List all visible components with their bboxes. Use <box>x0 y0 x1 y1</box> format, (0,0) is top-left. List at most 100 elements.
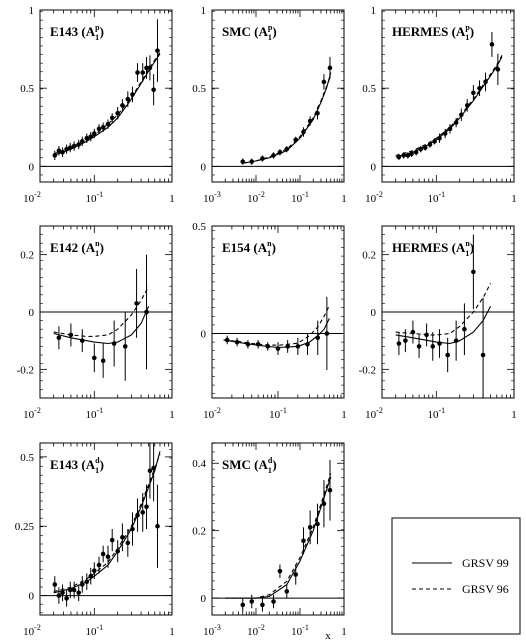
curve-grsv99 <box>53 53 161 156</box>
data-point <box>105 121 111 127</box>
legend-label: GRSV 96 <box>462 582 509 596</box>
data-point <box>413 149 419 155</box>
data-point <box>321 501 327 507</box>
data-point <box>437 341 442 346</box>
data-point <box>410 329 416 335</box>
data-point <box>327 65 333 71</box>
plot-area <box>225 459 333 612</box>
plot-frame <box>211 9 345 183</box>
x-tick-label: 10-2 <box>23 190 41 205</box>
x-tick-label: 10-3 <box>203 623 221 638</box>
plot-frame <box>381 9 515 183</box>
y-tick-label: 1 <box>371 5 377 17</box>
data-point <box>105 554 111 560</box>
data-point <box>409 151 414 157</box>
x-tick-label: 10-2 <box>23 623 41 638</box>
x-tick-label: 10-2 <box>365 190 383 205</box>
x-tick-label: 1 <box>169 193 175 205</box>
x-axis-label: x <box>325 630 331 640</box>
data-point <box>71 143 77 149</box>
data-point <box>430 344 436 349</box>
data-point <box>255 341 261 347</box>
x-tick-label: 10-1 <box>85 623 103 638</box>
data-point <box>56 593 62 598</box>
y-tick-label: 0.2 <box>20 250 34 262</box>
data-point <box>483 79 488 85</box>
x-tick-label: 10-1 <box>291 190 309 205</box>
data-point <box>122 344 128 349</box>
data-point <box>265 344 271 349</box>
panel-title: E143 (A1d) <box>50 456 104 475</box>
y-tick-label: 0 <box>29 307 35 319</box>
data-point <box>144 504 149 510</box>
data-point <box>144 65 149 71</box>
plot-area <box>52 443 161 607</box>
curve-grsv99 <box>225 476 332 599</box>
data-point <box>60 590 65 596</box>
panel-e143-d: 10-2 10-1 1 0 0.25 0.5 E143 (A1d) <box>15 442 175 638</box>
data-point <box>92 568 97 573</box>
data-point <box>125 96 131 102</box>
curve-grsv99 <box>53 306 150 345</box>
y-tick-label: 0.5 <box>20 452 34 464</box>
data-point <box>324 331 330 336</box>
data-point <box>284 146 290 152</box>
data-point <box>76 142 82 147</box>
panel-title: E154 (A1n) <box>222 239 276 258</box>
data-point <box>249 599 255 604</box>
data-point <box>471 90 476 96</box>
data-point <box>56 335 62 341</box>
data-point <box>401 153 406 158</box>
data-point <box>305 341 310 347</box>
x-tick-label: 10-2 <box>247 623 265 638</box>
x-tick-label: 1 <box>341 626 347 638</box>
data-point <box>111 341 117 346</box>
data-point <box>477 85 482 91</box>
legend-label: GRSV 99 <box>462 556 509 570</box>
x-tick-label: 10-3 <box>203 190 221 205</box>
data-point <box>52 153 58 158</box>
data-point <box>453 120 459 125</box>
data-point <box>295 344 301 349</box>
data-point <box>60 149 65 155</box>
data-point <box>79 139 85 144</box>
data-point <box>315 521 320 527</box>
data-point <box>284 589 290 594</box>
x-tick-label: 1 <box>169 409 175 421</box>
curve-grsv99 <box>223 318 330 349</box>
y-tick-label: 1 <box>29 5 35 17</box>
data-point <box>240 602 246 608</box>
data-point <box>275 346 281 351</box>
data-point <box>88 573 94 579</box>
x-tick-label: 1 <box>341 409 347 421</box>
plot-area <box>52 19 161 161</box>
y-tick-label: 0.25 <box>15 521 35 533</box>
data-point <box>271 153 276 158</box>
data-point <box>130 526 135 532</box>
panel-title: E142 (A1n) <box>50 239 104 258</box>
x-tick-label: 10-1 <box>85 190 103 205</box>
data-point <box>92 131 97 136</box>
curve-grsv99 <box>395 306 492 345</box>
data-point <box>79 338 85 343</box>
data-point <box>88 134 94 139</box>
y-tick-label: 0 <box>29 591 35 603</box>
data-point <box>445 352 450 358</box>
data-point <box>151 465 156 471</box>
data-point <box>134 301 139 306</box>
data-point <box>437 135 442 141</box>
data-point <box>234 339 240 345</box>
x-tick-label: 10-1 <box>427 406 445 421</box>
y-tick-label: 0.5 <box>362 83 376 95</box>
x-tick-label: 1 <box>511 193 517 205</box>
data-point <box>155 523 160 529</box>
x-tick-label: 10-1 <box>85 406 103 421</box>
data-point <box>462 326 467 332</box>
data-point <box>447 126 453 132</box>
data-point <box>84 579 90 585</box>
curve-grsv96 <box>395 55 503 156</box>
data-point <box>64 146 69 152</box>
data-point <box>115 548 120 554</box>
data-point <box>293 572 299 577</box>
y-tick-label: 0 <box>201 329 207 341</box>
